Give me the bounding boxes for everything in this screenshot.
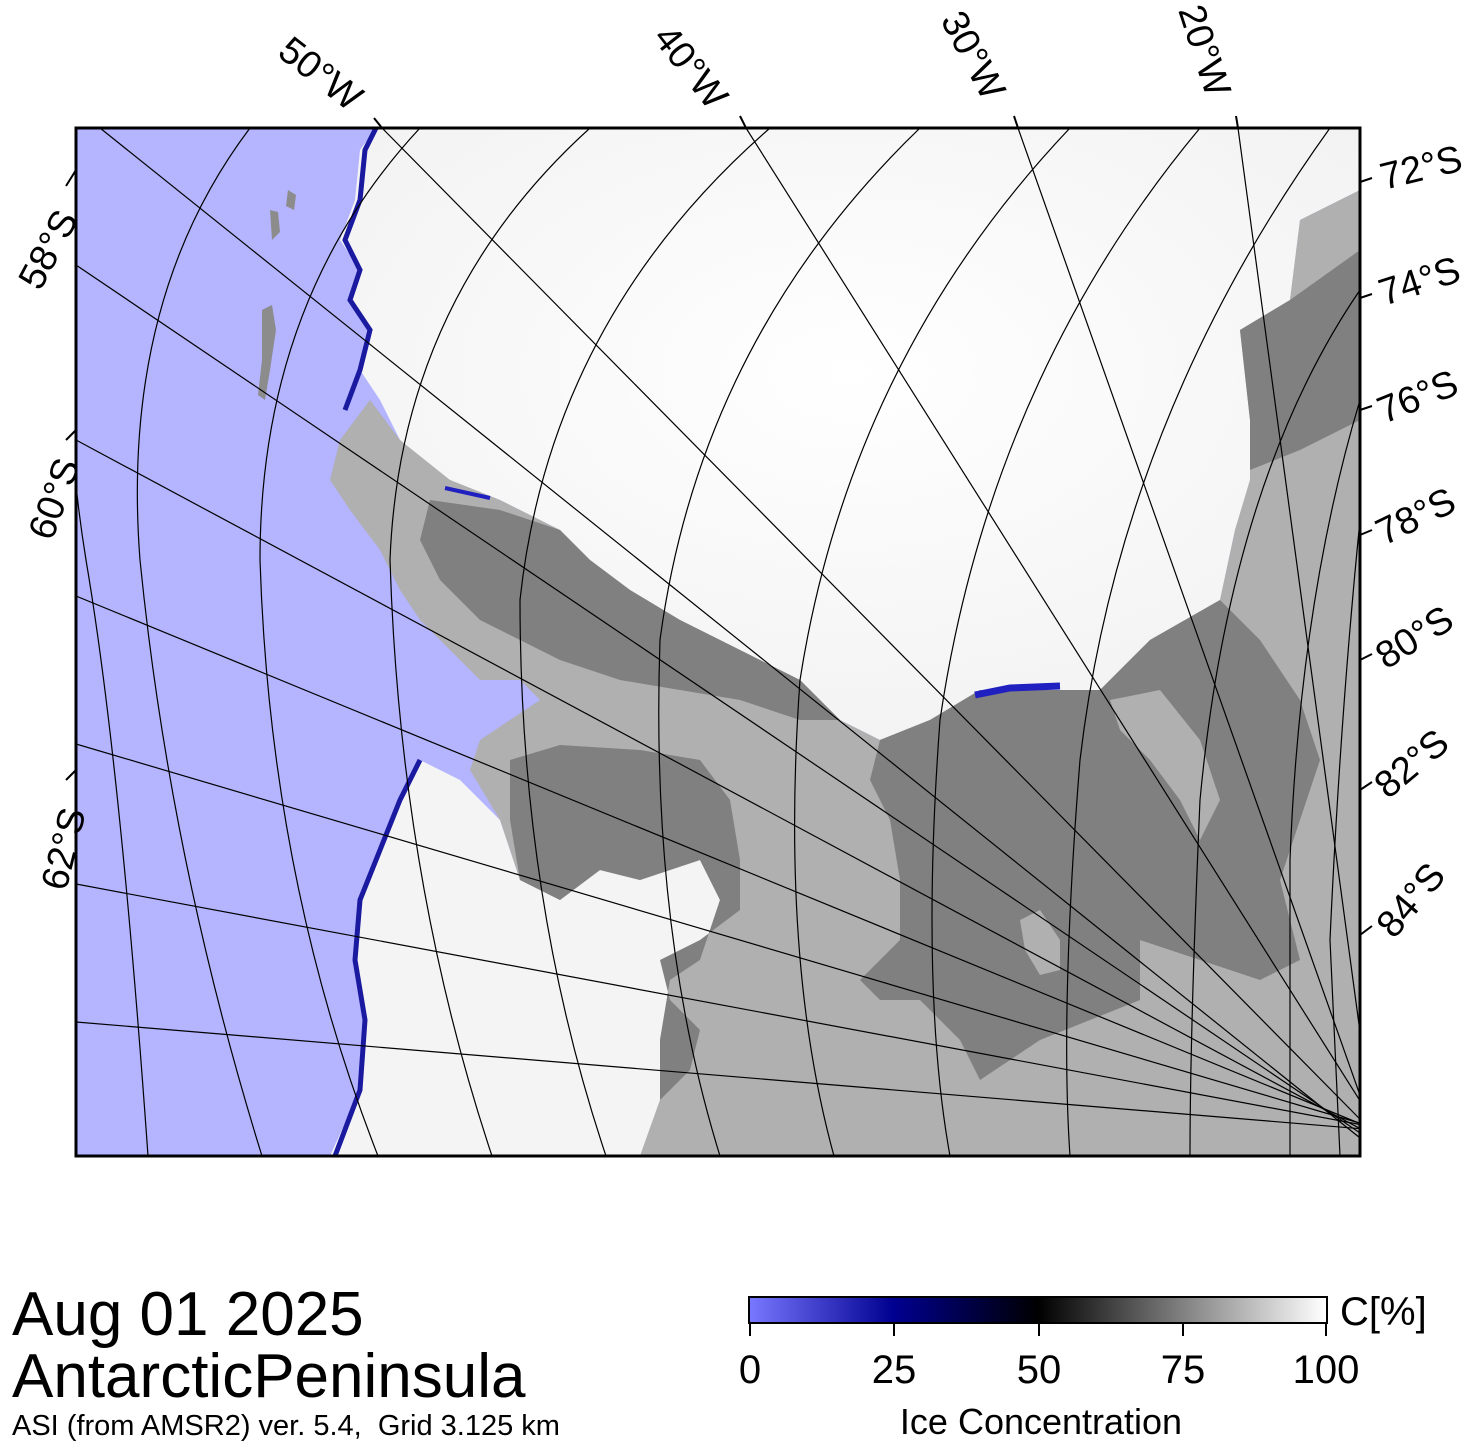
colorbar-unit: C[%] [1340, 1290, 1427, 1334]
colorbar-label-100: 100 [1292, 1348, 1360, 1392]
ice-shelf-east [1240, 250, 1360, 470]
colorbar [748, 1296, 1328, 1324]
date-title: Aug 01 2025 [12, 1280, 364, 1349]
map-frame [74, 126, 1362, 1158]
lat-label-82s: 82°S [1367, 721, 1457, 806]
land-inlay-2 [1020, 910, 1060, 975]
ice-shelf-filchner-ronne [860, 600, 1320, 1080]
lon-label-30w: 30°W [932, 5, 1013, 107]
lat-label-72s: 72°S [1376, 138, 1467, 199]
lon-label-20w: 20°W [1169, 0, 1238, 102]
colorbar-tick-100 [1325, 1322, 1327, 1336]
colorbar-tick-25 [893, 1322, 895, 1336]
source-caption: ASI (from AMSR2) ver. 5.4, Grid 3.125 km [12, 1410, 560, 1442]
lon-label-50w: 50°W [270, 29, 370, 120]
lat-label-76s: 76°S [1372, 362, 1465, 432]
land-inlay [1110, 690, 1220, 840]
colorbar-gradient [748, 1296, 1328, 1324]
colorbar-label-75: 75 [1160, 1348, 1206, 1392]
sea-ice-area-south [330, 760, 720, 1156]
fringe-larsen [444, 486, 491, 500]
lat-label-84s: 84°S [1369, 855, 1454, 945]
sea-ice-area [340, 128, 1360, 740]
graticule [76, 128, 1360, 1156]
ice-shelf-peninsula-south [510, 745, 740, 1100]
coastal-fringe-south [332, 758, 423, 1156]
colorbar-label-50: 50 [1016, 1348, 1062, 1392]
lat-label-80s: 80°S [1369, 598, 1461, 678]
colorbar-label-25: 25 [871, 1348, 917, 1392]
colorbar-title: Ice Concentration [899, 1401, 1183, 1442]
fringe-filchner [974, 682, 1061, 699]
region-title: AntarcticPeninsula [12, 1342, 526, 1411]
ice-shelf-larsen [420, 500, 840, 720]
coastal-fringe [342, 128, 379, 411]
colorbar-label-0: 0 [738, 1348, 762, 1392]
lat-label-78s: 78°S [1370, 480, 1463, 554]
lat-label-74s: 74°S [1374, 249, 1466, 315]
lon-label-40w: 40°W [645, 18, 736, 118]
islands [258, 190, 296, 400]
colorbar-tick-50 [1038, 1322, 1040, 1336]
colorbar-tick-75 [1182, 1322, 1184, 1336]
colorbar-tick-0 [749, 1322, 751, 1336]
sea-ice-map: 50°W 40°W 30°W 20°W 58°S 60°S 62°S 72°S … [11, 0, 1467, 1158]
frame-ticks [65, 115, 1373, 936]
